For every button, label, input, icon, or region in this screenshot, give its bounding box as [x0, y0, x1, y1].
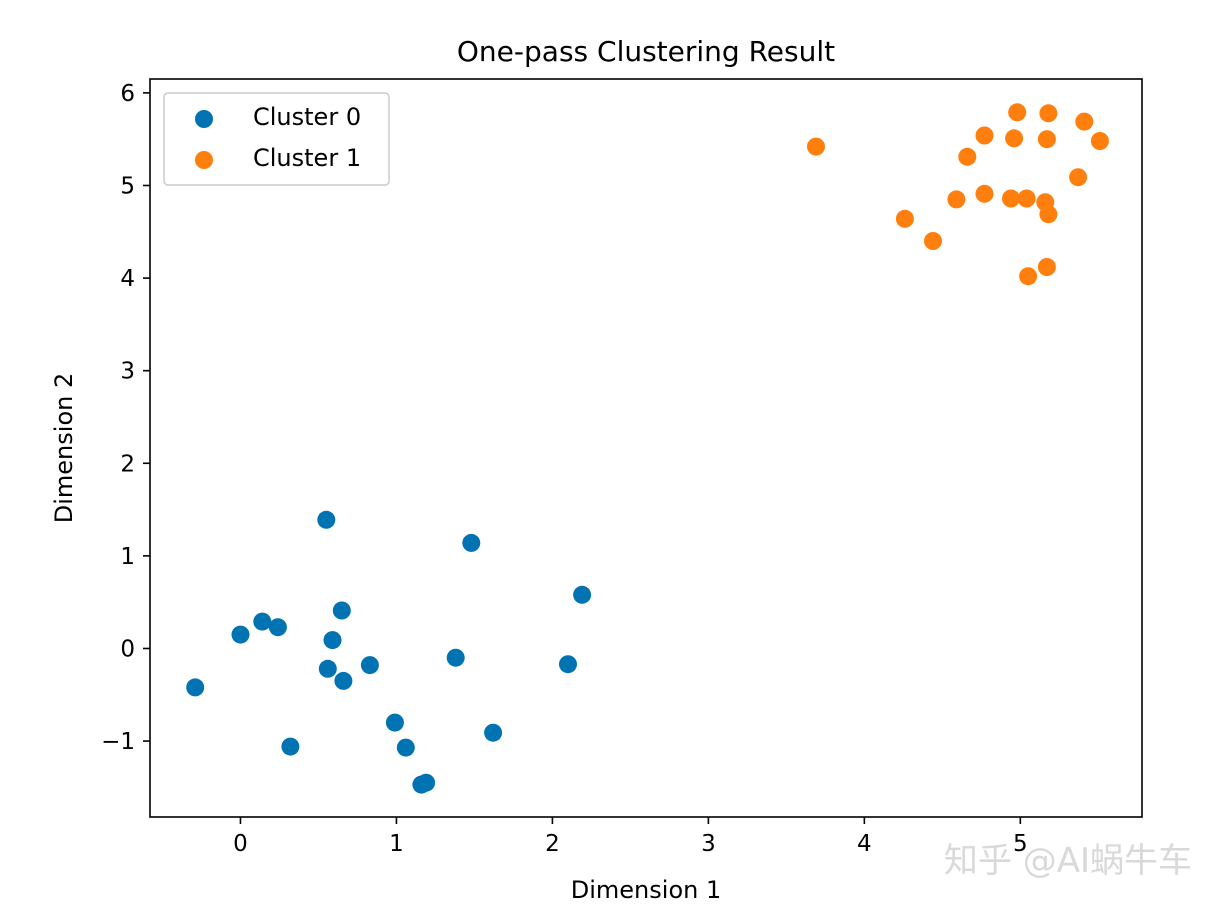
cluster-0-point-10: [360, 656, 379, 675]
y-tick-label-3: 2: [120, 451, 135, 477]
cluster-0-point-0: [317, 510, 336, 529]
legend-box: [163, 92, 390, 186]
cluster-1-point-16: [895, 209, 914, 228]
legend-label-cluster-1: Cluster 1: [253, 144, 361, 172]
plot-frame: [149, 78, 1143, 818]
cluster-0-point-8: [318, 659, 337, 678]
cluster-1-point-8: [958, 147, 977, 166]
chart-title: One-pass Clustering Result: [457, 35, 835, 68]
cluster-0-point-17: [484, 723, 503, 742]
cluster-0-point-13: [186, 678, 205, 697]
cluster-0-point-4: [231, 625, 250, 644]
cluster-1-point-11: [947, 190, 966, 209]
cluster-1-point-9: [1069, 168, 1088, 187]
cluster-0-point-2: [573, 585, 592, 604]
points-layer: [186, 103, 1109, 794]
cluster-1-point-0: [807, 137, 825, 156]
cluster-1-point-4: [975, 126, 994, 145]
ticks-layer: 0 1 2 3 4 5 −1 0 1 2 3 4 5 6: [101, 81, 1028, 857]
x-tick-label-4: 4: [857, 831, 872, 857]
cluster-1-point-12: [1002, 189, 1020, 208]
y-tick-label-1: 0: [120, 636, 135, 662]
y-tick-label-5: 4: [120, 266, 135, 292]
cluster-1-point-6: [1037, 130, 1056, 149]
cluster-0-point-5: [253, 612, 272, 631]
cluster-1-point-7: [1090, 132, 1109, 150]
cluster-0-point-11: [446, 648, 465, 667]
watermark: 知乎 @AI蜗牛车: [944, 841, 1192, 881]
cluster-1-point-19: [1019, 267, 1038, 286]
cluster-1-point-13: [1017, 189, 1036, 208]
cluster-0-point-6: [268, 618, 287, 637]
x-tick-label-5: 5: [1013, 831, 1028, 857]
cluster-1-point-18: [1037, 258, 1056, 276]
y-axis-label: Dimension 2: [50, 373, 78, 523]
legend: Cluster 0 Cluster 1: [163, 92, 390, 186]
y-tick-label-0: −1: [101, 729, 135, 755]
cluster-1-point-10: [975, 184, 994, 203]
cluster-1-point-17: [924, 232, 942, 250]
cluster-1-point-1: [1008, 103, 1027, 122]
cluster-0-point-1: [462, 533, 481, 552]
cluster-0-point-12: [559, 655, 577, 674]
cluster-0-point-14: [281, 737, 300, 756]
cluster-0-point-7: [323, 631, 342, 650]
cluster-1-point-15: [1039, 205, 1058, 224]
legend-marker-cluster-0: [195, 110, 213, 128]
cluster-0-point-16: [396, 738, 415, 757]
cluster-0-point-15: [385, 713, 404, 732]
cluster-0-point-9: [334, 671, 353, 690]
legend-label-cluster-0: Cluster 0: [253, 103, 361, 131]
x-tick-label-0: 0: [233, 831, 248, 857]
x-tick-label-1: 1: [389, 831, 404, 857]
y-tick-label-6: 5: [120, 173, 135, 199]
x-axis-label: Dimension 1: [571, 876, 721, 904]
x-tick-label-3: 3: [701, 831, 716, 857]
cluster-1-point-2: [1039, 104, 1058, 123]
legend-marker-cluster-1: [195, 151, 213, 169]
y-tick-label-2: 1: [120, 544, 135, 570]
y-tick-label-7: 6: [120, 81, 135, 107]
x-tick-label-2: 2: [545, 831, 560, 857]
cluster-0-point-19: [417, 773, 436, 792]
cluster-1-point-3: [1075, 112, 1094, 131]
cluster-1-point-5: [1005, 129, 1024, 148]
cluster-0-point-3: [332, 601, 351, 620]
y-tick-label-4: 3: [120, 359, 135, 385]
